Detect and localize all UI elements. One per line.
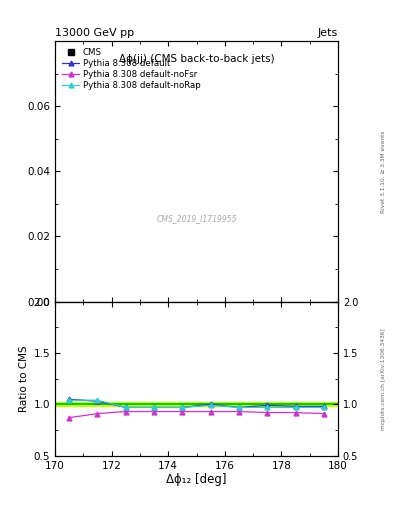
Text: 13000 GeV pp: 13000 GeV pp [55,28,134,38]
Text: Rivet 3.1.10, ≥ 3.3M events: Rivet 3.1.10, ≥ 3.3M events [381,130,386,212]
X-axis label: Δϕ₁₂ [deg]: Δϕ₁₂ [deg] [166,473,227,486]
Y-axis label: Ratio to CMS: Ratio to CMS [19,346,29,412]
Text: Jets: Jets [318,28,338,38]
Legend: CMS, Pythia 8.308 default, Pythia 8.308 default-noFsr, Pythia 8.308 default-noRa: CMS, Pythia 8.308 default, Pythia 8.308 … [59,45,203,93]
Text: CMS_2019_I1719955: CMS_2019_I1719955 [156,214,237,223]
Text: Δϕ(jj) (CMS back-to-back jets): Δϕ(jj) (CMS back-to-back jets) [119,54,274,64]
Text: mcplots.cern.ch [arXiv:1306.3436]: mcplots.cern.ch [arXiv:1306.3436] [381,328,386,430]
